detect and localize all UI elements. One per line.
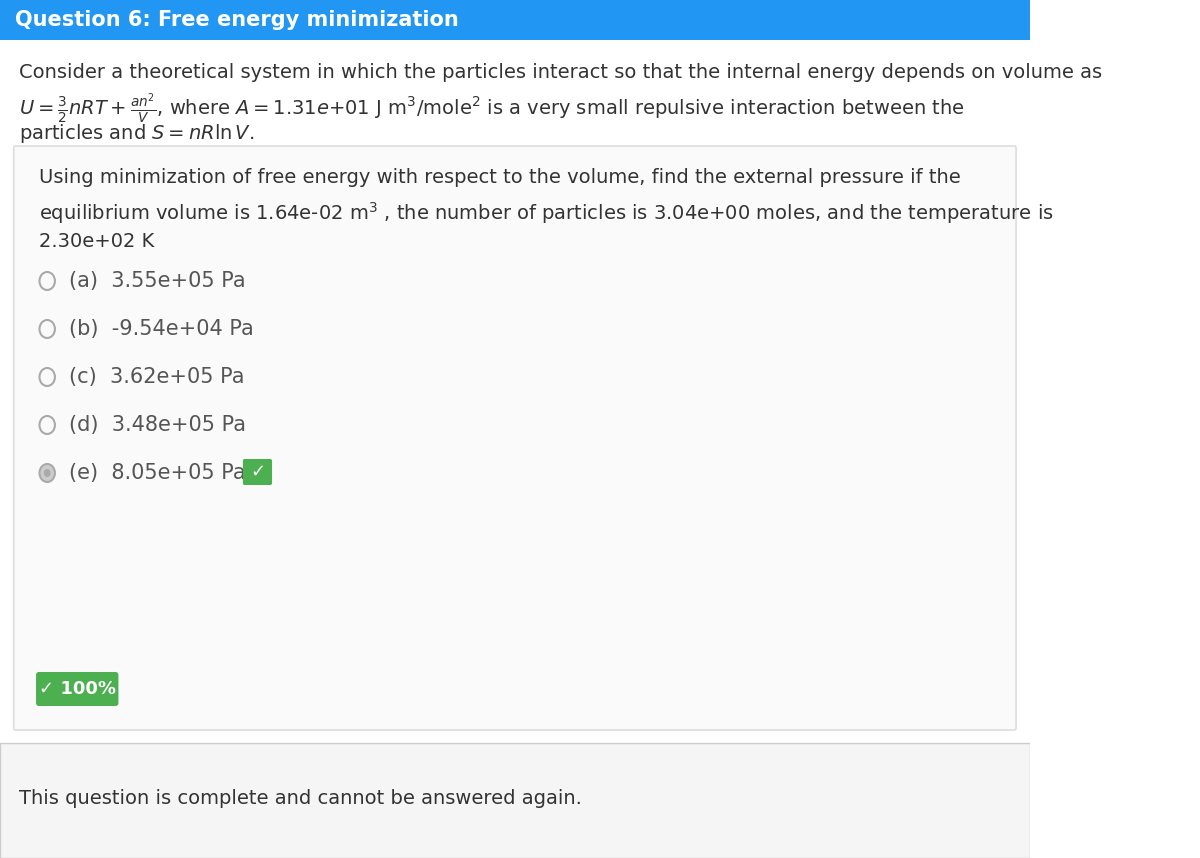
Text: (e)  8.05e+05 Pa: (e) 8.05e+05 Pa xyxy=(68,463,245,483)
FancyBboxPatch shape xyxy=(0,40,1030,758)
FancyBboxPatch shape xyxy=(0,0,1030,40)
Text: $U = \frac{3}{2}nRT + \frac{an^2}{V}$, where $A = 1.31e{+}01\ \mathrm{J\ m^3/mol: $U = \frac{3}{2}nRT + \frac{an^2}{V}$, w… xyxy=(19,92,965,126)
Text: (b)  -9.54e+04 Pa: (b) -9.54e+04 Pa xyxy=(68,319,253,339)
Text: (a)  3.55e+05 Pa: (a) 3.55e+05 Pa xyxy=(68,271,245,291)
Text: equilibrium volume is 1.64e-02 $\mathrm{m^3}$ , the number of particles is 3.04e: equilibrium volume is 1.64e-02 $\mathrm{… xyxy=(38,200,1054,226)
Text: 2.30e+02 K: 2.30e+02 K xyxy=(38,232,154,251)
FancyBboxPatch shape xyxy=(36,672,119,706)
Text: Consider a theoretical system in which the particles interact so that the intern: Consider a theoretical system in which t… xyxy=(19,63,1102,82)
Text: ✓: ✓ xyxy=(250,463,265,481)
Text: Question 6: Free energy minimization: Question 6: Free energy minimization xyxy=(16,10,460,30)
Text: This question is complete and cannot be answered again.: This question is complete and cannot be … xyxy=(19,789,582,807)
Text: Using minimization of free energy with respect to the volume, find the external : Using minimization of free energy with r… xyxy=(38,168,960,187)
Text: ✓ 100%: ✓ 100% xyxy=(38,680,115,698)
FancyBboxPatch shape xyxy=(0,743,1030,858)
Text: (c)  3.62e+05 Pa: (c) 3.62e+05 Pa xyxy=(68,367,244,387)
Text: (d)  3.48e+05 Pa: (d) 3.48e+05 Pa xyxy=(68,415,246,435)
FancyBboxPatch shape xyxy=(242,459,272,485)
Text: particles and $S = nR\ln V$.: particles and $S = nR\ln V$. xyxy=(19,122,254,145)
Circle shape xyxy=(43,469,50,477)
Circle shape xyxy=(40,464,55,482)
FancyBboxPatch shape xyxy=(13,146,1016,730)
